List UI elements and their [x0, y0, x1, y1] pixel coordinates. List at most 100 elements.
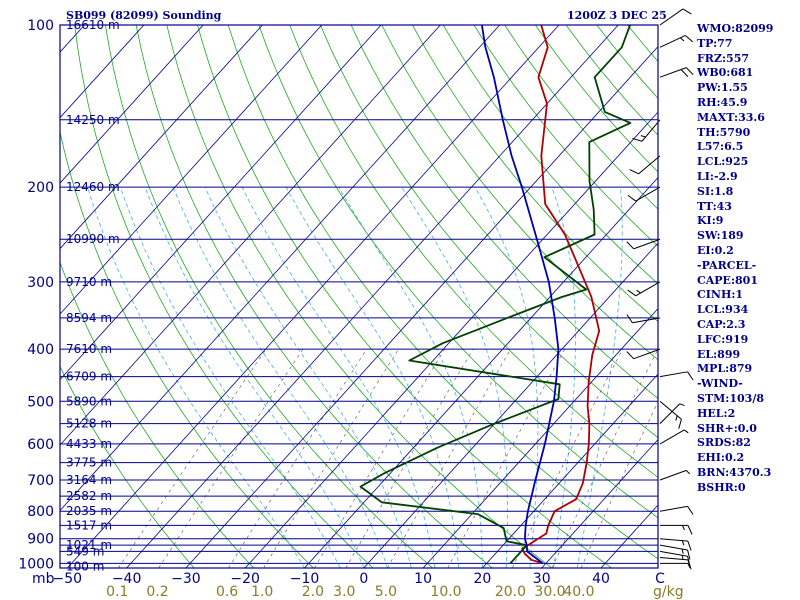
wind-barb-staff [659, 67, 687, 78]
mixing-ratio-tick-label: 0.1 [106, 584, 128, 600]
wind-barb-feather [632, 138, 643, 142]
index-line: SI:1.8 [697, 184, 734, 198]
moist-adiabat [204, 186, 412, 568]
height-label: 7610 m [66, 342, 112, 356]
pressure-unit-label: mb [32, 571, 55, 587]
wind-barb [627, 186, 661, 202]
isotherm [60, 25, 263, 250]
index-line: CAP:2.3 [697, 317, 746, 331]
temperature-trace [521, 25, 601, 565]
wind-barb-staff [659, 34, 686, 48]
wind-barb-feather [685, 35, 694, 43]
height-label: 1021 m [66, 538, 112, 552]
temperature-tick-label: 0 [359, 571, 368, 587]
moist-adiabat [551, 186, 576, 568]
temperature-tick-label: 30 [533, 571, 551, 587]
wind-barb [626, 314, 661, 324]
wind-barb [659, 544, 691, 560]
height-label: 549 m [66, 544, 104, 558]
isotherm [541, 438, 658, 568]
wind-barb-staff [659, 550, 688, 557]
height-label: 2582 m [66, 489, 112, 503]
station-title: SB099 (82099) Sounding [66, 9, 222, 22]
wind-barb [626, 348, 661, 360]
wind-barb-staff [659, 403, 681, 424]
wind-barb-feather [626, 314, 633, 324]
isotherm [60, 25, 145, 119]
indices-panel: WMO:82099 TP:77 FRZ:557 WB0:681 PW:1.55 RH:45… [697, 22, 797, 496]
pressure-tick-label: 600 [27, 437, 54, 453]
mixing-ratio-tick-label: 3.0 [333, 584, 355, 600]
mixing-ratio-tick-label: 40.0 [563, 584, 594, 600]
height-label: 9710 m [66, 275, 112, 289]
wind-barb-staff [633, 348, 661, 360]
mixing-ratio-tick-label: 30.0 [534, 584, 565, 600]
index-line: PW:1.55 [697, 81, 748, 95]
wind-barb [627, 281, 661, 297]
dry-adiabat [135, 25, 493, 568]
index-line: EHI:0.2 [697, 451, 745, 465]
wind-barb-feather [687, 506, 694, 515]
pressure-tick-label: 500 [27, 394, 54, 410]
moist-adiabat [119, 186, 341, 568]
wind-barb-staff [659, 556, 688, 561]
wind-barb [659, 505, 694, 515]
wind-barb-feather [687, 371, 694, 381]
height-label: 1517 m [66, 518, 112, 532]
temperature-tick-label: −20 [230, 571, 260, 587]
dry-adiabat [197, 25, 612, 568]
wind-barb-half-feather [681, 555, 684, 561]
moist-adiabat [401, 186, 508, 568]
wind-barb-staff [659, 400, 682, 420]
wind-barb [659, 67, 694, 78]
isotherm [60, 25, 441, 446]
wind-barb-feather [687, 525, 693, 535]
mixing-ratio-unit-label: g/kg [653, 584, 684, 600]
height-label: 5128 m [66, 417, 112, 431]
wind-barb-feather [627, 289, 637, 297]
height-label: 12460 m [66, 180, 120, 194]
mixing-ratio-line [263, 348, 399, 568]
index-line: SHR+:0.0 [697, 421, 757, 435]
wind-barb [626, 238, 661, 250]
moist-adiabat [576, 187, 623, 568]
height-label: 14250 m [66, 113, 120, 127]
wind-barb-feather [687, 556, 691, 566]
index-line: BSHR:0 [697, 480, 746, 494]
index-line: CAPE:801 [697, 273, 758, 287]
wind-barb-staff [635, 186, 661, 202]
moist-adiabat [87, 186, 305, 568]
wind-barb-half-feather [640, 135, 646, 138]
index-line: TP:77 [697, 36, 733, 50]
dry-adiabat [60, 130, 314, 568]
wind-barb [659, 34, 694, 48]
wind-barb-feather [685, 67, 694, 76]
wind-barb-feather [629, 169, 639, 175]
index-line: EL:899 [697, 347, 741, 361]
isotherm [67, 25, 560, 568]
mixing-ratio-tick-label: 0.6 [216, 584, 238, 600]
wind-barb-feather [687, 549, 691, 560]
wind-barb-staff [632, 317, 661, 324]
temperature-tick-label: −50 [53, 571, 83, 587]
temperature-tick-label: −10 [290, 571, 320, 587]
height-label: 5890 m [66, 394, 112, 408]
temperature-tick-label: 20 [473, 571, 491, 587]
wind-barb-staff [641, 119, 661, 142]
wind-barb-half-feather [681, 540, 685, 546]
mixing-ratio-tick-label: 5.0 [375, 584, 397, 600]
mixing-ratio-tick-label: 0.2 [146, 584, 168, 600]
wind-barb [659, 371, 694, 381]
isotherm [363, 242, 658, 568]
index-line: MAXT:33.6 [697, 110, 765, 124]
height-label: 3775 m [66, 456, 112, 470]
wind-barb [659, 538, 692, 551]
wind-barb-feather [680, 69, 689, 77]
dry-adiabat [60, 261, 254, 568]
moist-adiabat [338, 186, 483, 568]
index-line: KI:9 [697, 214, 724, 228]
index-line: BRN:4370.3 [697, 465, 772, 479]
dry-adiabat [381, 25, 658, 361]
index-line: HEL:2 [697, 406, 736, 420]
wind-barb-staff [659, 371, 688, 378]
